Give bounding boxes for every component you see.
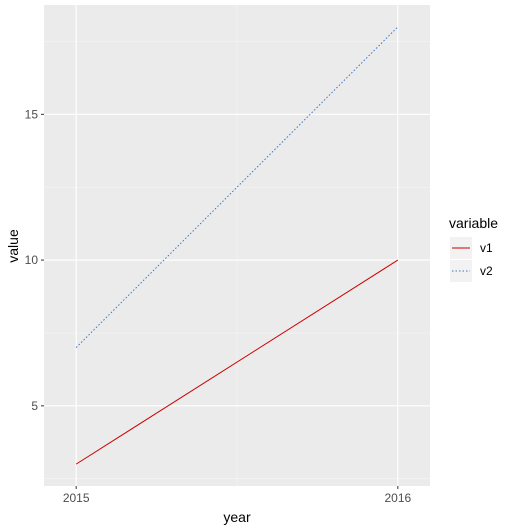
- series-line-v2: [75, 26, 399, 348]
- legend-key-v2: [450, 260, 472, 282]
- series-layer: [75, 26, 399, 465]
- y-axis: 5 10 15: [25, 107, 44, 413]
- legend-label-v1: v1: [480, 241, 493, 255]
- major-gridlines: [44, 5, 430, 486]
- y-tick-label: 5: [31, 399, 38, 413]
- x-tick-label: 2015: [63, 491, 90, 505]
- x-tick-label: 2016: [384, 491, 411, 505]
- x-axis-title: year: [223, 509, 251, 525]
- y-tick-label: 10: [25, 253, 39, 267]
- x-axis: 2015 2016: [63, 486, 412, 505]
- series-line-v1: [75, 259, 399, 465]
- legend-label-v2: v2: [480, 264, 493, 278]
- legend-title: variable: [449, 215, 498, 231]
- y-axis-title: value: [5, 229, 21, 263]
- legend: variable v1 v2: [449, 215, 498, 282]
- y-tick-label: 15: [25, 107, 39, 121]
